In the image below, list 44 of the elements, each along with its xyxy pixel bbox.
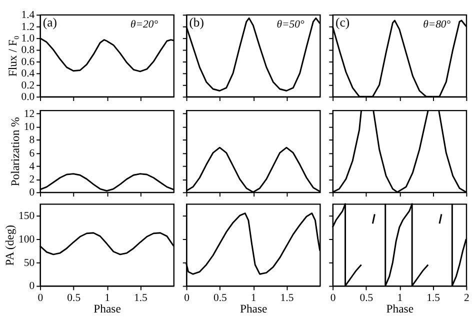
x-tick-label: 0 — [38, 292, 44, 304]
annotation: (a) — [42, 15, 57, 30]
x-tick-label: 0.5 — [213, 292, 227, 304]
x-tick-label: 1.5 — [426, 292, 440, 304]
y-tick-label: 1.4 — [21, 9, 36, 22]
y-tick-label: 50 — [24, 256, 35, 269]
x-axis-title: Phase — [240, 302, 268, 316]
y-tick-label: 0.2 — [21, 79, 35, 92]
annotation: (c) — [336, 15, 350, 30]
x-tick-label: 0 — [330, 292, 336, 304]
x-axis-title: Phase — [386, 302, 414, 316]
x-tick-label: 1 — [397, 292, 403, 304]
x-tick-label: 0.5 — [360, 292, 374, 304]
y-tick-label: 100 — [18, 233, 35, 246]
x-tick-label: 2 — [464, 292, 470, 304]
y-tick-label: 8 — [29, 134, 35, 146]
y-tick-label: 2 — [29, 173, 35, 186]
y-tick-label: 1.0 — [21, 32, 35, 44]
x-tick-label: 1 — [104, 292, 110, 304]
y-tick-label: 12 — [24, 108, 35, 120]
x-tick-label: 1.5 — [134, 292, 148, 304]
y-axis-title: PA (deg) — [4, 224, 17, 266]
y-tick-label: 10 — [24, 121, 35, 134]
x-tick-label: 0.5 — [67, 292, 81, 304]
x-tick-label: 0 — [184, 292, 190, 304]
y-axis-title: Flux / F₀ — [6, 36, 20, 77]
y-tick-label: 0.6 — [21, 56, 36, 68]
y-tick-label: 1.2 — [21, 20, 35, 33]
y-tick-label: 150 — [18, 210, 35, 222]
annotation: θ=50° — [276, 18, 305, 30]
y-axis-title: Polarization % — [9, 116, 22, 186]
y-tick-label: 0.0 — [21, 91, 35, 104]
x-tick-label: 1 — [250, 292, 256, 304]
y-tick-label: 6 — [29, 147, 36, 160]
y-tick-label: 4 — [29, 160, 36, 172]
annotation: θ=80° — [423, 18, 452, 30]
annotation: θ=20° — [130, 18, 159, 30]
annotation: (b) — [189, 15, 204, 30]
y-tick-label: 0 — [29, 280, 35, 292]
y-tick-label: 0 — [29, 186, 35, 199]
y-tick-label: 0.8 — [21, 44, 35, 56]
y-tick-label: 0.4 — [21, 68, 36, 80]
x-axis-title: Phase — [94, 302, 121, 316]
x-tick-label: 1.5 — [280, 292, 294, 304]
